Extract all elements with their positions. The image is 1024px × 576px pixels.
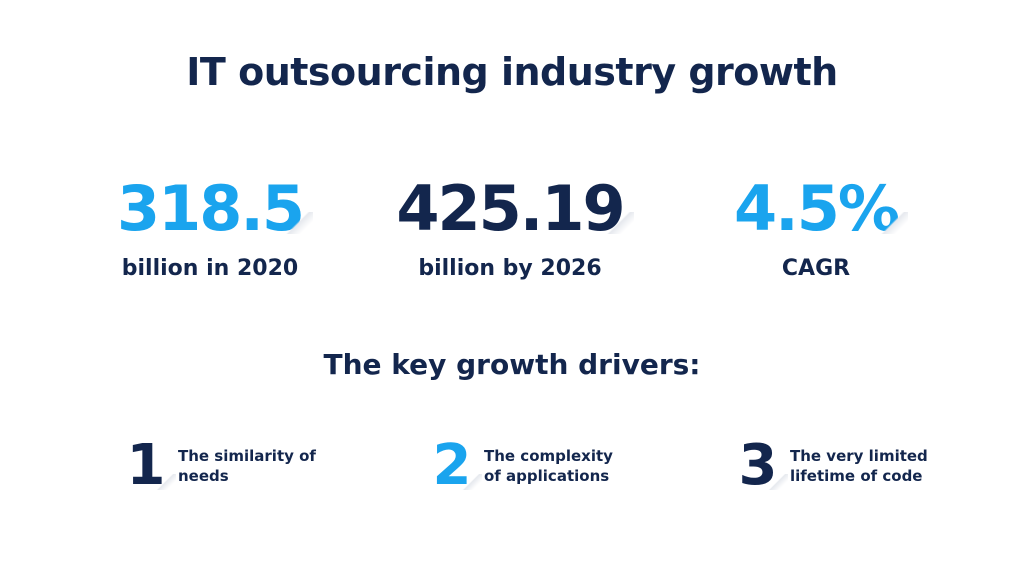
page-fold-decoration xyxy=(285,212,314,234)
stat-value: 318.5 xyxy=(117,176,314,242)
driver-text-line: The similarity of xyxy=(178,447,316,465)
driver-item-1: 1 The similarity of needs xyxy=(124,436,328,496)
page-fold-decoration xyxy=(768,474,788,490)
driver-item-2: 2 The complexity of applications xyxy=(430,436,634,496)
page-fold-decoration xyxy=(156,474,176,490)
driver-text-line: of applications xyxy=(484,467,610,485)
drivers-heading: The key growth drivers: xyxy=(323,348,701,381)
page-fold-decoration xyxy=(879,212,908,234)
stat-value-text: 318.5 xyxy=(116,172,305,245)
stat-caption: billion by 2026 xyxy=(418,256,602,281)
stat-value-text: 425.19 xyxy=(396,172,625,245)
driver-text-line: The very limited xyxy=(790,447,928,465)
driver-text-line: needs xyxy=(178,467,229,485)
driver-item-3: 3 The very limited lifetime of code xyxy=(736,436,940,496)
stat-caption: billion in 2020 xyxy=(121,256,299,281)
driver-text: The complexity of applications xyxy=(484,446,634,486)
page-title: IT outsourcing industry growth xyxy=(186,50,838,94)
driver-number: 2 xyxy=(430,438,482,494)
stat-value-text: 4.5% xyxy=(734,172,900,245)
page-fold-decoration xyxy=(462,474,482,490)
page-fold-decoration xyxy=(605,212,634,234)
stat-revenue-2020: 318.5 billion in 2020 xyxy=(80,176,340,281)
stat-caption: CAGR xyxy=(781,256,851,281)
stat-value: 425.19 xyxy=(396,176,634,242)
driver-text-line: lifetime of code xyxy=(790,467,923,485)
stat-revenue-2026: 425.19 billion by 2026 xyxy=(380,176,640,281)
driver-text: The very limited lifetime of code xyxy=(790,446,940,486)
driver-number: 3 xyxy=(736,438,788,494)
stat-cagr: 4.5% CAGR xyxy=(686,176,946,281)
driver-text: The similarity of needs xyxy=(178,446,328,486)
driver-text-line: The complexity xyxy=(484,447,613,465)
stat-value: 4.5% xyxy=(734,176,908,242)
driver-number: 1 xyxy=(124,438,176,494)
